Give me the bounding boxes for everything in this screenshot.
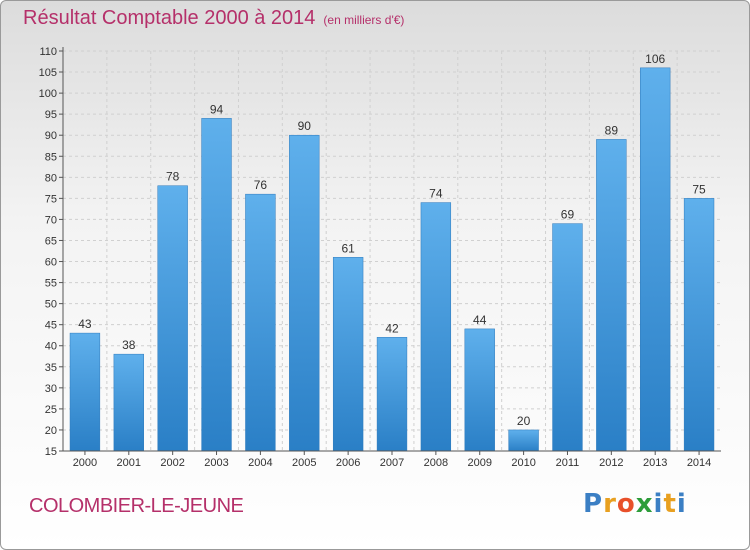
x-tick-label: 2012 [599,457,623,469]
y-tick-label: 95 [45,109,57,121]
y-tick-label: 60 [45,257,57,269]
x-tick-label: 2005 [292,457,316,469]
y-tick-label: 30 [45,383,57,395]
data-label: 38 [122,338,136,352]
y-tick-label: 80 [45,172,57,184]
data-label: 75 [692,182,706,196]
data-label: 44 [473,313,487,327]
x-tick-label: 2008 [424,457,448,469]
x-tick-label: 2004 [248,457,272,469]
x-tick-label: 2013 [643,457,667,469]
bar [113,353,144,452]
x-tick-label: 2001 [117,457,141,469]
bar [157,185,188,452]
bar [245,193,276,452]
data-label: 89 [605,123,619,137]
y-tick-label: 20 [45,425,57,437]
logo-letter: o [616,489,636,519]
y-tick-label: 90 [45,130,57,142]
x-tick-label: 2003 [204,457,228,469]
bar [69,332,101,452]
x-tick-label: 2002 [160,457,184,469]
y-tick-label: 70 [45,214,57,226]
bar [332,257,364,452]
data-label: 69 [561,208,575,222]
data-label: 94 [210,102,224,116]
bar [596,139,627,452]
bar [683,198,715,452]
y-tick-label: 65 [45,235,57,247]
bar [464,328,495,452]
x-tick-label: 2014 [687,457,711,469]
chart-subtitle: (en milliers d'€) [323,13,405,27]
logo-letter: i [653,489,664,519]
bar [289,134,320,452]
y-tick-label: 15 [45,446,57,458]
x-tick-label: 2000 [73,457,97,469]
logo-letter: x [635,489,654,519]
y-tick-label: 25 [45,404,57,416]
logo-letter: i [676,489,687,519]
y-tick-label: 105 [39,67,57,79]
y-tick-label: 45 [45,320,57,332]
bar [376,337,408,452]
data-label: 78 [166,170,180,184]
x-tick-label: 2011 [556,457,580,469]
y-tick-label: 40 [45,341,57,353]
x-tick-label: 2006 [336,457,360,469]
data-label: 43 [78,317,92,331]
y-tick-label: 55 [45,278,57,290]
y-tick-label: 50 [45,299,57,311]
data-label: 106 [645,52,665,66]
chart-title-text: Résultat Comptable 2000 à 2014 [23,7,316,29]
bar [201,118,232,452]
bar [552,223,583,452]
y-tick-label: 75 [45,193,57,205]
bar [640,67,671,452]
logo-letter: t [663,489,677,519]
y-tick-label: 85 [45,151,57,163]
y-tick-label: 35 [45,362,57,374]
x-tick-label: 2010 [511,457,535,469]
data-label: 20 [517,414,531,428]
x-tick-label: 2007 [380,457,404,469]
data-label: 61 [341,241,355,255]
chart-title: Résultat Comptable 2000 à 2014 (en millie… [23,7,404,30]
logo-letter: r [603,489,617,519]
y-tick-label: 110 [39,46,57,58]
data-label: 90 [298,119,312,133]
y-tick-label: 100 [39,88,57,100]
bar [508,429,539,452]
x-tick-label: 2009 [467,457,491,469]
data-label: 76 [254,178,268,192]
logo-letter: P [583,489,604,519]
bar [420,202,452,452]
proxiti-logo: Proxiti [583,489,687,519]
data-label: 74 [429,187,443,201]
data-label: 42 [385,321,399,335]
commune-name: COLOMBIER-LE-JEUNE [29,495,244,517]
